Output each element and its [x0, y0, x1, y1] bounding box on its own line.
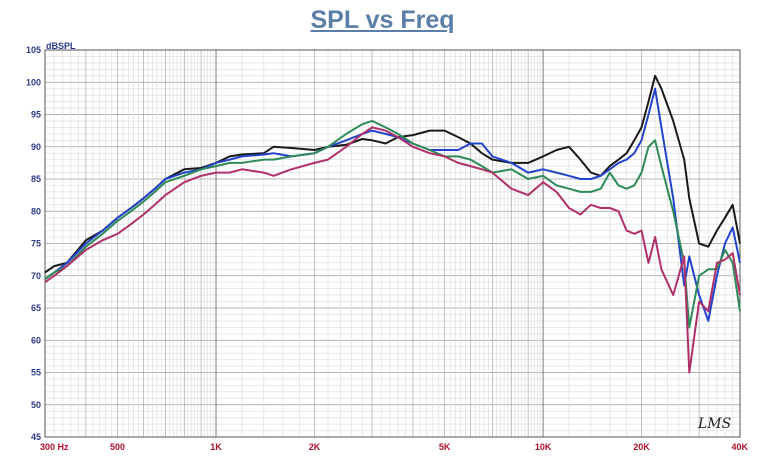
- series-line-1: [44, 74, 741, 274]
- y-tick-label: 60: [31, 335, 41, 345]
- x-tick-label: 500: [110, 442, 125, 452]
- grid: [44, 49, 741, 438]
- series-line-2: [44, 87, 741, 322]
- x-tick-label: 5K: [439, 442, 451, 452]
- y-tick-label: 100: [26, 77, 41, 87]
- y-tick-label: 90: [31, 142, 41, 152]
- x-tick-label: 10K: [535, 442, 552, 452]
- y-tick-label: 80: [31, 206, 41, 216]
- y-tick-label: 95: [31, 110, 41, 120]
- y-tick-label: 65: [31, 303, 41, 313]
- series-group: [44, 74, 741, 374]
- y-tick-label: 45: [31, 432, 41, 442]
- y-tick-label: 105: [26, 45, 41, 55]
- series-line-3: [44, 119, 741, 329]
- x-tick-label: 300 Hz: [40, 442, 69, 452]
- x-tick-label: 2K: [309, 442, 321, 452]
- y-tick-label: 70: [31, 271, 41, 281]
- y-axis-label: dBSPL: [46, 41, 76, 51]
- y-tick-label: 50: [31, 400, 41, 410]
- x-tick-label: 40K: [731, 442, 748, 452]
- y-tick-label: 75: [31, 239, 41, 249]
- series-line-4: [44, 126, 741, 374]
- lms-logo: LMS: [697, 416, 731, 432]
- y-tick-label: 85: [31, 174, 41, 184]
- y-tick-label: 55: [31, 368, 41, 378]
- x-tick-label: 1K: [210, 442, 222, 452]
- x-tick-label: 20K: [633, 442, 650, 452]
- chart-title: SPL vs Freq: [310, 6, 455, 34]
